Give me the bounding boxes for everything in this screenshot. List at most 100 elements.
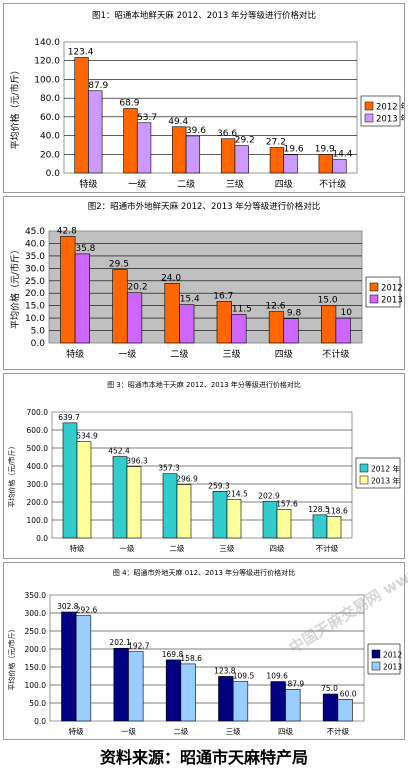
data-label: 118.6 [326,507,348,516]
bar-2013-5 [326,516,342,539]
y-tick-label: 40.0 [25,239,45,249]
y-tick-label: 20.0 [40,150,60,160]
category-label: 特级 [66,348,84,360]
category-label: 不计级 [327,726,350,736]
category-label: 一级 [118,348,136,360]
data-label: 49.4 [168,117,188,127]
legend-swatch [369,294,379,304]
data-label: 259.3 [208,481,230,490]
bar-2012-3 [218,676,234,722]
chart-svg-3: 图 3：昭通市本地干天麻 2012、2013 年分等级进行价格对比 0.0 100.… [7,380,400,553]
legend-swatch [364,101,374,111]
y-tick-label: 25.0 [25,277,45,287]
data-label: 14.4 [332,150,352,160]
data-label: 87.9 [287,679,304,688]
data-label: 15.0 [318,296,338,306]
bar-2013-1 [128,651,144,722]
data-label: 157.6 [276,500,298,509]
category-label: 三级 [220,543,235,553]
y-tick-label: 40.0 [40,132,60,142]
data-label: 296.9 [176,475,198,484]
category-label: 四级 [275,178,293,190]
legend-swatch [369,282,379,292]
y-tick-label: 100.0 [27,516,49,525]
y-tick-label: 0.0 [34,717,46,726]
y-tick-label: 150.0 [25,663,47,672]
y-tick-label: 0.0 [46,169,61,179]
chart-svg-1: 图1：昭通本地鲜天麻 2012、2013 年分等级进行价格对比 0.0 20.0 40… [9,10,404,190]
category-label: 二级 [177,178,195,190]
data-label: 123.4 [68,48,94,58]
y-tick-label: 15.0 [25,302,45,312]
y-tick-label: 300.0 [27,480,49,489]
y-tick-label: 5.0 [31,327,46,337]
plot-area [49,594,365,722]
data-label: 302.8 [57,602,79,611]
y-tick-label: 80.0 [40,94,60,104]
legend-label: 2013 年 [381,295,404,306]
category-label: 不计级 [322,348,349,360]
data-label: 396.3 [126,457,148,466]
bar-2012-5 [318,154,333,174]
bar-2012-1 [112,456,128,539]
data-label: 15.4 [180,295,200,305]
bar-2013-3 [234,145,249,174]
y-tick-label: 700.0 [27,408,49,417]
legend-label: 2013 年 [383,662,404,672]
plot-area [51,411,353,539]
data-label: 35.8 [75,244,95,254]
data-label: 192.7 [128,642,150,651]
bar-2012-0 [60,236,76,344]
data-label: 19.6 [284,145,304,155]
category-label: 特级 [70,543,85,553]
data-label: 202.1 [109,638,131,647]
category-label: 一级 [120,543,135,553]
chart-svg-2: 图2：昭通市外地鲜天麻 2012、2013 年分等级进行价格对比 0.0 5.0 10… [9,201,404,360]
legend-swatch [359,463,369,473]
y-tick-label: 60.0 [40,113,60,123]
data-label: 29.5 [109,260,129,270]
bar-2012-1 [123,108,138,174]
y-tick-label: 20.0 [25,289,45,299]
legend-swatch [371,649,381,659]
y-tick-label: 350.0 [25,591,47,600]
bar-2013-5 [335,317,351,344]
bar-2012-4 [268,311,285,344]
source-note: 资料来源：昭通市天麻特产局 [99,748,308,767]
bar-2012-2 [162,473,178,539]
chart-panel-3: 图 3：昭通市本地干天麻 2012、2013 年分等级进行价格对比 0.0 100.… [3,373,405,559]
data-label: 11.5 [232,304,252,314]
data-label: 357.3 [158,464,180,473]
chart-svg-4: 图 4：昭通市外地天麻 012、2013 年分等级进行价格对比 0.0 50.0 10… [7,568,404,736]
y-axis-label: 平均价格（元/市斤） [9,245,21,329]
data-label: 24.0 [161,273,181,283]
chart-panel-2: 图2：昭通市外地鲜天麻 2012、2013 年分等级进行价格对比 0.0 5.0 10… [3,196,405,370]
bar-2013-4 [276,509,292,539]
data-label: 109.5 [233,672,255,681]
bar-2012-2 [164,282,180,344]
bar-2012-0 [61,611,77,722]
bar-2013-2 [179,304,195,344]
data-label: 292.6 [76,606,98,615]
chart-title: 图 3：昭通市本地干天麻 2012、2013 年分等级进行价格对比 [107,380,301,389]
bar-2013-1 [126,292,143,344]
data-label: 36.6 [217,129,237,139]
data-label: 9.8 [287,309,302,319]
legend-swatch [359,475,369,485]
bar-2012-1 [112,269,128,344]
category-label: 四级 [278,726,293,736]
data-label: 27.2 [266,138,286,148]
data-label: 20.2 [128,283,148,293]
bar-2013-3 [226,499,242,539]
legend-label: 2012 年 [381,283,404,294]
bar-2012-4 [269,147,285,174]
legend-swatch [364,113,374,123]
category-label: 一级 [121,726,136,736]
y-tick-label: 50.0 [29,699,46,708]
bar-2013-0 [74,253,90,344]
bar-2013-1 [136,122,152,174]
y-tick-label: 100.0 [25,681,47,690]
y-tick-label: 30.0 [25,264,45,274]
data-label: 60.0 [340,689,357,698]
data-label: 29.2 [235,136,255,146]
